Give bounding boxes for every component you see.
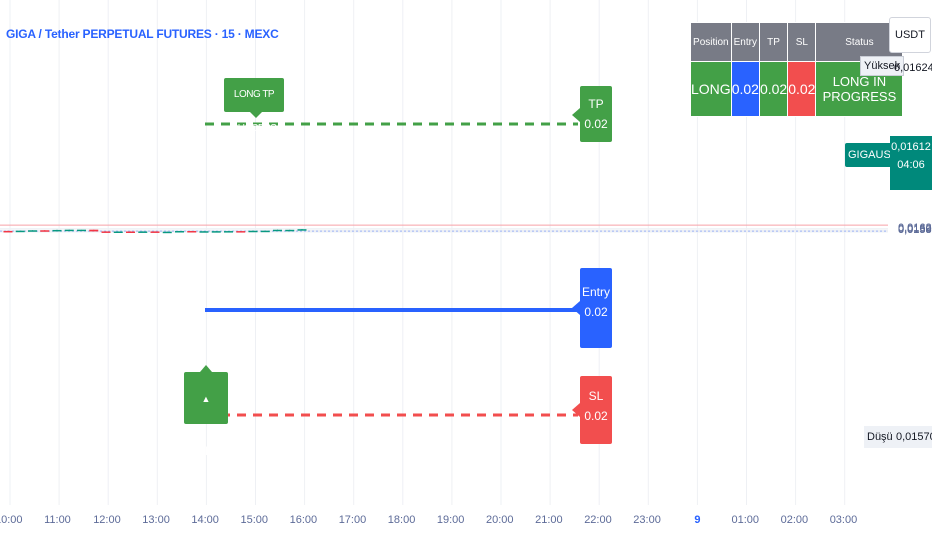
candle-body <box>273 229 282 232</box>
cell-sl: 0.02 <box>787 61 817 117</box>
current-price: 0,01612 <box>891 141 931 153</box>
candle-body <box>297 229 307 231</box>
chart-title[interactable]: GIGA / Tether PERPETUAL FUTURES · 15 · M… <box>6 27 279 41</box>
time-tick-label: 17:00 <box>338 514 367 526</box>
high-price: 0,01624 <box>894 62 932 74</box>
candle-body <box>150 231 160 233</box>
candle-body <box>187 231 197 233</box>
sl-tag-name: SL <box>588 389 604 403</box>
time-tick-label: 19:00 <box>436 514 465 526</box>
level-lines <box>0 122 888 417</box>
time-tick-label: 02:00 <box>780 514 809 526</box>
time-tick-label: 16:00 <box>289 514 318 526</box>
time-tick-label: 21:00 <box>535 514 563 526</box>
time-tick-label: 14:00 <box>191 514 219 526</box>
long-arrow-icon: ▲ <box>201 394 211 404</box>
entry-level-tag: Entry 0.02 <box>572 268 612 348</box>
candle-body <box>101 231 111 233</box>
header-tp: TP <box>758 22 789 62</box>
header-position: Position <box>690 22 732 62</box>
candle-body <box>199 231 209 233</box>
candle-body <box>138 231 148 233</box>
long-signal-label: ▲ LONG <box>184 365 228 458</box>
time-tick-label: 23:00 <box>633 514 661 526</box>
entry-tag-value: 0.02 <box>584 305 608 319</box>
sl-level-tag: SL 0.02 <box>572 376 612 444</box>
low-label: Düşük <box>864 426 902 448</box>
candle-body <box>162 231 172 234</box>
candle-body <box>40 230 50 232</box>
time-tick-label: 22:00 <box>584 514 612 526</box>
cell-position: LONG <box>690 61 732 117</box>
time-tick-label: 11:00 <box>44 514 71 526</box>
candle-body <box>3 230 13 233</box>
candle-body <box>248 230 258 233</box>
tp-success-label: LONG TP SUCCESS <box>224 78 284 134</box>
time-tick-label: 15:00 <box>240 514 269 526</box>
candle-body <box>260 230 270 233</box>
currency-button[interactable]: USDT <box>889 17 931 53</box>
candle-body <box>236 231 246 233</box>
time-tick-label: 13:00 <box>142 514 170 526</box>
low-price: 0,01570 <box>892 426 932 448</box>
candle-body <box>77 229 86 232</box>
tp-level-tag: TP 0.02 <box>572 86 612 142</box>
long-signal-text: LONG <box>188 444 223 458</box>
tp-tag-name: TP <box>588 97 604 111</box>
time-tick-label: 03:00 <box>829 514 858 526</box>
time-tick-label: 18:00 <box>387 514 416 526</box>
candle-body <box>28 230 37 232</box>
current-price-badge: 0,01612 04:06 <box>890 136 932 190</box>
candlesticks <box>3 229 307 234</box>
time-tick-label: 10:00 <box>0 514 23 526</box>
candle-body <box>52 229 62 232</box>
bar-countdown: 04:06 <box>897 159 925 171</box>
candle-body <box>15 230 25 233</box>
time-tick-label: 9 <box>694 514 701 526</box>
header-sl: SL <box>787 22 817 62</box>
candle-body <box>64 229 74 232</box>
time-tick-label: 01:00 <box>731 514 760 526</box>
candle-body <box>211 231 221 233</box>
header-status: Status <box>815 22 904 62</box>
sl-tag-value: 0.02 <box>584 409 608 423</box>
cell-tp: 0.02 <box>758 61 789 117</box>
time-tick-label: 20:00 <box>486 514 514 526</box>
candle-body <box>175 231 184 233</box>
time-tick-label: 12:00 <box>93 514 121 526</box>
entry-tag-name: Entry <box>581 285 610 299</box>
candle-body <box>224 231 233 233</box>
header-entry: Entry <box>730 22 760 62</box>
candle-body <box>89 229 99 232</box>
high-label: Yüksek <box>860 56 905 76</box>
candle-body <box>113 231 123 233</box>
candle-body <box>285 229 295 232</box>
candle-body <box>126 231 135 233</box>
cell-entry: 0.02 <box>730 61 760 117</box>
tp-tag-value: 0.02 <box>584 117 608 131</box>
